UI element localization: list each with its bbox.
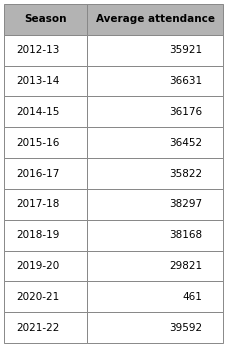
Text: 38168: 38168 — [170, 230, 203, 240]
Text: 35822: 35822 — [170, 169, 203, 178]
Bar — [4, 4, 87, 35]
Text: 35921: 35921 — [170, 45, 203, 55]
Text: 2013-14: 2013-14 — [17, 76, 60, 86]
Bar — [87, 127, 223, 158]
Text: 36631: 36631 — [170, 76, 203, 86]
Bar — [4, 312, 87, 343]
Text: 2018-19: 2018-19 — [17, 230, 60, 240]
Text: 36176: 36176 — [170, 107, 203, 117]
Bar — [4, 281, 87, 312]
Text: 2012-13: 2012-13 — [17, 45, 60, 55]
Bar — [4, 127, 87, 158]
Text: 461: 461 — [183, 292, 203, 302]
Bar — [87, 312, 223, 343]
Bar — [4, 220, 87, 251]
Text: 2014-15: 2014-15 — [17, 107, 60, 117]
Bar — [87, 158, 223, 189]
Text: 36452: 36452 — [170, 138, 203, 148]
Bar — [87, 281, 223, 312]
Text: 2015-16: 2015-16 — [17, 138, 60, 148]
Text: 2019-20: 2019-20 — [17, 261, 60, 271]
Text: 2021-22: 2021-22 — [17, 323, 60, 332]
Bar — [87, 189, 223, 220]
Text: 38297: 38297 — [170, 199, 203, 209]
Bar — [4, 35, 87, 66]
Text: Season: Season — [24, 15, 67, 24]
Text: 2016-17: 2016-17 — [17, 169, 60, 178]
Bar — [87, 35, 223, 66]
Bar — [87, 220, 223, 251]
Text: 29821: 29821 — [170, 261, 203, 271]
Text: Average attendance: Average attendance — [96, 15, 215, 24]
Bar — [4, 158, 87, 189]
Bar — [4, 66, 87, 96]
Bar — [4, 251, 87, 281]
Bar — [87, 4, 223, 35]
Text: 39592: 39592 — [170, 323, 203, 332]
Bar — [87, 96, 223, 127]
Text: 2017-18: 2017-18 — [17, 199, 60, 209]
Bar — [4, 96, 87, 127]
Bar — [4, 189, 87, 220]
Bar — [87, 251, 223, 281]
Bar — [87, 66, 223, 96]
Text: 2020-21: 2020-21 — [17, 292, 60, 302]
